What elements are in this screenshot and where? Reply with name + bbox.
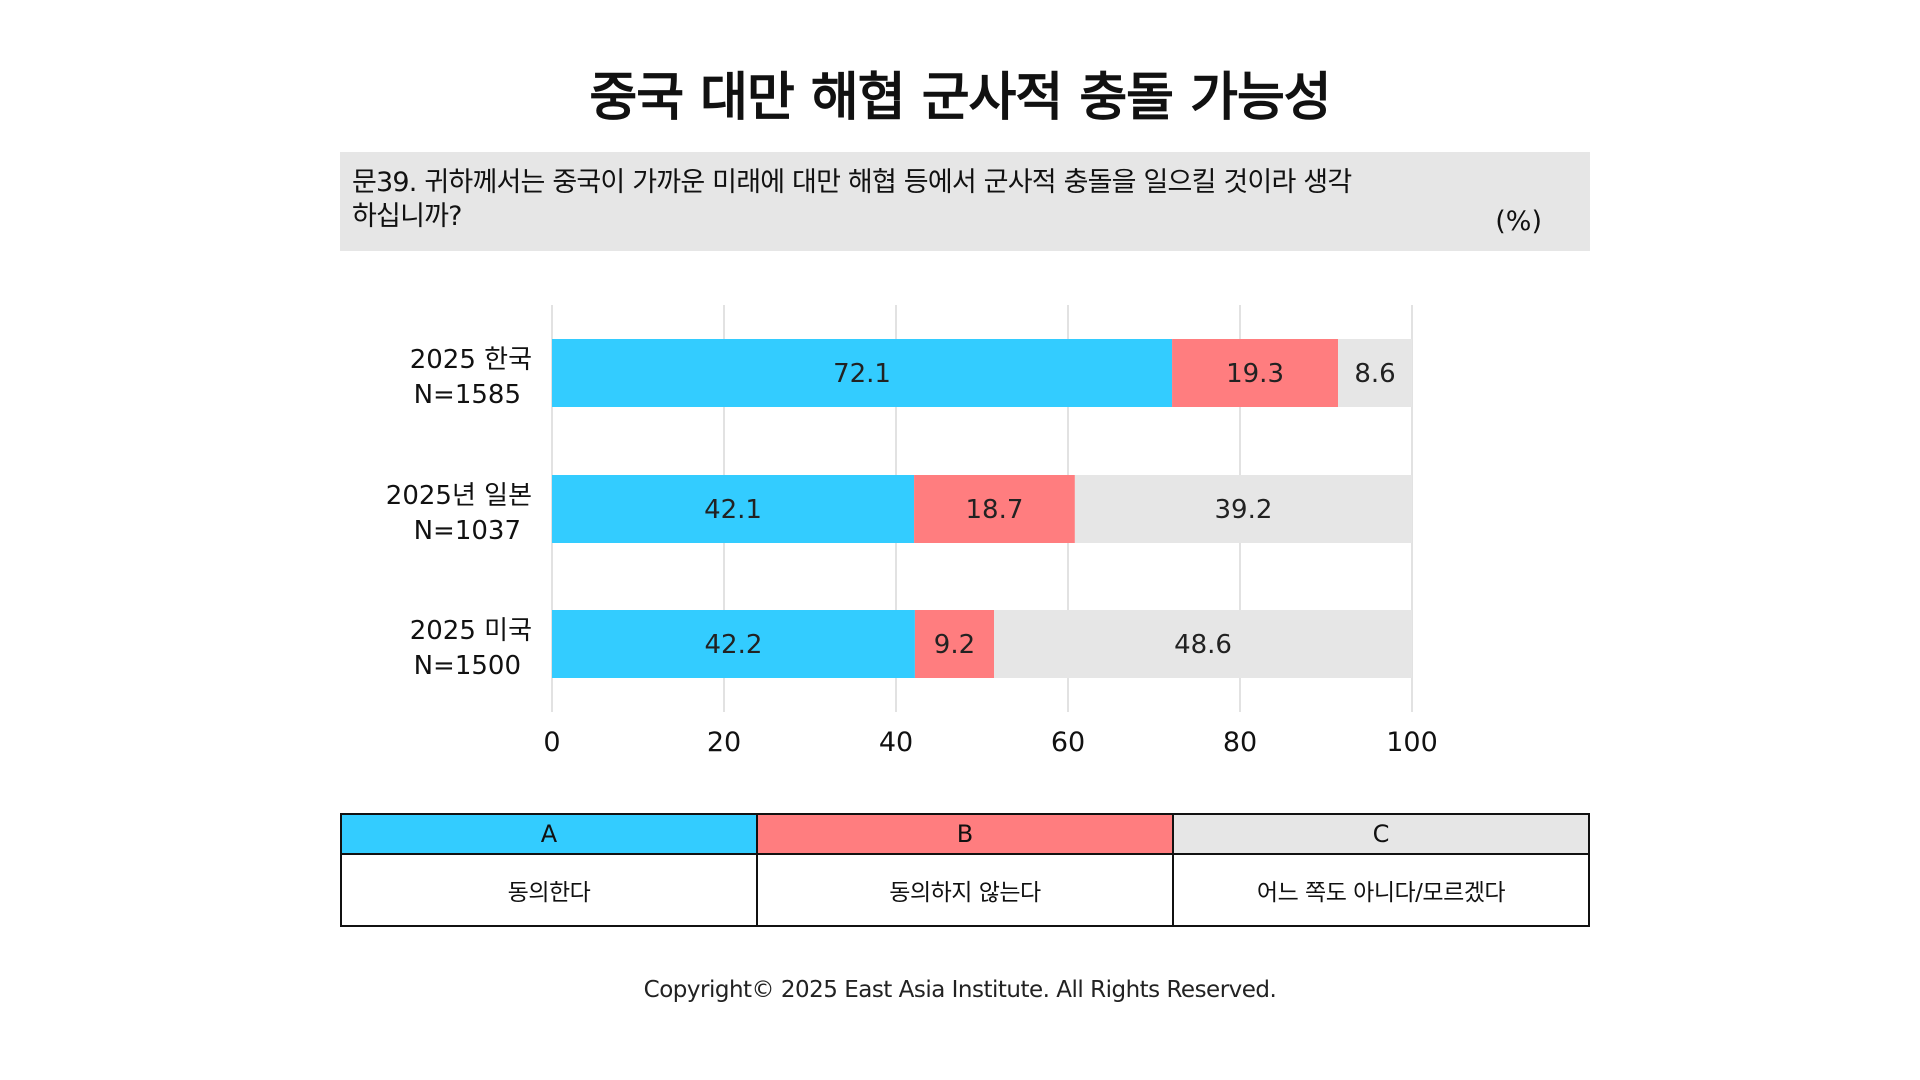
- bar-segment-b: [914, 475, 1075, 543]
- category-label: 2025년 일본: [386, 481, 532, 511]
- bar-segment-a: [552, 610, 915, 678]
- category-label: 2025 미국: [410, 616, 532, 646]
- legend-key-b: B: [756, 813, 1174, 855]
- bar-segment-a: [552, 475, 915, 543]
- bar-segment-c: [1338, 339, 1412, 407]
- bar-segment-b: [1172, 339, 1339, 407]
- x-tick-label: 40: [879, 727, 913, 758]
- x-tick-label: 80: [1223, 727, 1257, 758]
- question-text: 문39. 귀하께서는 중국이 가까운 미래에 대만 해협 등에서 군사적 충돌을…: [352, 167, 1352, 232]
- legend-key-a: A: [340, 813, 758, 855]
- category-sample-label: N=1037: [414, 516, 521, 546]
- data-label: 48.6: [1174, 630, 1232, 660]
- data-label: 39.2: [1214, 495, 1272, 525]
- data-label: 72.1: [833, 359, 891, 389]
- data-label: 9.2: [934, 630, 975, 660]
- legend-label-a: 동의한다: [340, 853, 758, 927]
- bar-segment-c: [994, 610, 1412, 678]
- category-label: 2025 한국: [410, 345, 532, 375]
- category-sample-label: N=1500: [414, 651, 521, 681]
- legend-table: A B C 동의한다 동의하지 않는다 어느 쪽도 아니다/모르겠다: [340, 813, 1590, 927]
- copyright-text: Copyright© 2025 East Asia Institute. All…: [643, 977, 1277, 1003]
- chart-title: 중국 대만 해협 군사적 충돌 가능성: [589, 68, 1331, 128]
- labels: 0 20 40 60 80 100 72.1 19.3 8.6 2025 한국 N=1585 42.1…: [386, 345, 1438, 758]
- x-tick-label: 100: [1386, 727, 1438, 758]
- bar-segment-a: [552, 339, 1173, 407]
- data-label: 19.3: [1226, 359, 1284, 389]
- data-label: 42.1: [704, 495, 762, 525]
- category-sample-label: N=1585: [414, 380, 521, 410]
- question-box: 문39. 귀하께서는 중국이 가까운 미래에 대만 해협 등에서 군사적 충돌을…: [340, 152, 1590, 251]
- bars: [552, 339, 1412, 678]
- legend-label-b: 동의하지 않는다: [756, 853, 1174, 927]
- bar-segment-b: [914, 610, 995, 678]
- unit-label: (%): [1495, 206, 1542, 237]
- legend-key-row: A B C: [340, 813, 1590, 855]
- stacked-bar-chart: 0 20 40 60 80 100 72.1 19.3 8.6 2025 한국 N=1585 42.1…: [386, 305, 1438, 758]
- x-tick-label: 20: [707, 727, 741, 758]
- data-label: 42.2: [705, 630, 763, 660]
- data-label: 18.7: [966, 495, 1024, 525]
- legend-label-row: 동의한다 동의하지 않는다 어느 쪽도 아니다/모르겠다: [340, 853, 1590, 927]
- x-tick-label: 60: [1051, 727, 1085, 758]
- legend-label-c: 어느 쪽도 아니다/모르겠다: [1172, 853, 1590, 927]
- legend-key-c: C: [1172, 813, 1590, 855]
- data-label: 8.6: [1354, 359, 1395, 389]
- bar-segment-c: [1074, 475, 1412, 543]
- x-tick-label: 0: [543, 727, 560, 758]
